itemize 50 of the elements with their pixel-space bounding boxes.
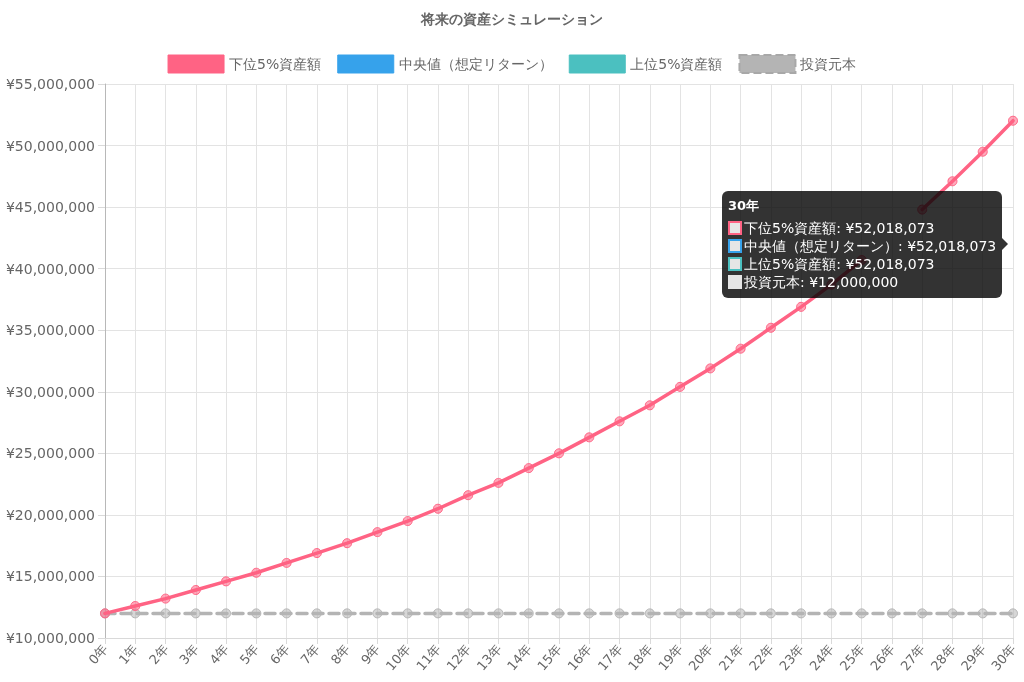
chart-title: 将来の資産シミュレーション [420,11,603,27]
x-tick-label: 2年 [146,641,172,668]
x-tick-label: 7年 [297,641,323,668]
annotation: 上位5%資産額: ¥52,018,073 [744,255,935,273]
x-tick-label: 22年 [746,641,777,674]
legend-label: 投資元本 [799,56,857,72]
x-tick-label: 29年 [957,641,989,674]
x-tick-label: 26年 [867,641,898,674]
x-tick-label: 14年 [503,641,535,674]
x-tick-label: 3年 [176,641,202,668]
x-tick-label: 17年 [594,641,626,674]
legend-label: 中央値（想定リターン） [398,56,553,72]
x-tick-label: 10年 [382,641,414,674]
x-tick-label: 1年 [115,641,142,668]
annotation: 下位5%資産額: ¥52,018,073 [744,219,935,237]
x-tick-label: 9年 [357,641,384,668]
x-tick-label: 21年 [715,641,747,674]
y-tick-label: ¥30,000,000 [5,383,95,400]
x-tick-label: 11年 [413,641,444,674]
x-tick-label: 30年 [988,641,1019,674]
x-tick-label: 27年 [897,641,928,674]
x-tick-label: 5年 [236,641,263,668]
x-tick-label: 24年 [806,641,838,674]
y-tick-label: ¥50,000,000 [5,137,95,154]
x-tick-label: 4年 [206,641,232,668]
legend-label: 上位5%資産額 [630,56,723,72]
x-tick-label: 15年 [534,641,565,674]
y-tick-label: ¥45,000,000 [5,199,95,216]
x-tick-label: 6年 [267,641,293,668]
x-tick-label: 23年 [776,641,807,674]
y-tick-label: ¥55,000,000 [5,76,95,92]
y-tick-label: ¥40,000,000 [5,260,95,277]
x-tick-label: 28年 [927,641,959,674]
x-tick-label: 13年 [473,641,505,674]
annotation: 投資元本: ¥12,000,000 [744,273,899,291]
x-tick-label: 20年 [685,641,717,674]
y-tick-label: ¥25,000,000 [5,445,95,462]
annotation: 中央値（想定リターン）: ¥52,018,073 [744,237,997,255]
x-tick-label: 8年 [327,641,353,668]
legend-label: 下位5%資産額 [229,56,322,72]
x-tick-label: 25年 [836,641,868,674]
y-tick-label: ¥15,000,000 [5,568,95,585]
annotation: 30年 [728,197,761,215]
y-tick-label: ¥35,000,000 [5,322,95,339]
x-tick-label: 16年 [564,641,596,674]
x-tick-label: 19年 [655,641,686,674]
y-tick-label: ¥20,000,000 [5,506,95,523]
x-tick-label: 18年 [625,641,656,674]
y-tick-label: ¥10,000,000 [5,630,95,646]
x-tick-label: 12年 [443,641,474,674]
